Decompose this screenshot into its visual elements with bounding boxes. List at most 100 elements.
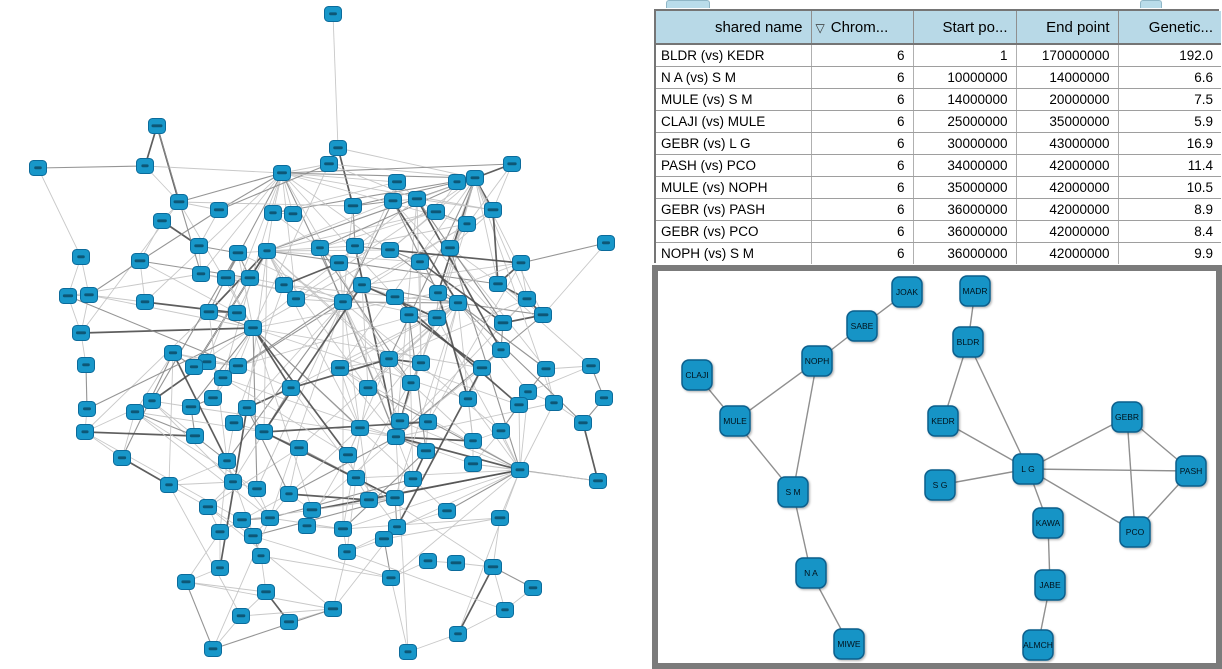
graph-node[interactable] [484, 559, 502, 575]
graph-node[interactable] [429, 285, 447, 301]
graph-node[interactable] [255, 424, 273, 440]
graph-node[interactable] [232, 608, 250, 624]
graph-node[interactable] [186, 428, 204, 444]
table-cell[interactable]: 20000000 [1016, 88, 1119, 111]
graph-node[interactable] [346, 238, 364, 254]
graph-node[interactable] [351, 420, 369, 436]
column-header[interactable]: End point [1016, 11, 1119, 45]
table-row[interactable]: GEBR (vs) PASH 6 36000000 42000000 8.9 [656, 198, 1221, 221]
graph-node[interactable] [136, 294, 154, 310]
table-cell[interactable]: 14000000 [913, 88, 1017, 111]
graph-node[interactable] [448, 174, 466, 190]
column-header[interactable]: Genetic... [1118, 11, 1221, 45]
table-cell[interactable]: 16.9 [1118, 132, 1221, 155]
table-cell[interactable]: 36000000 [913, 242, 1017, 264]
graph-node[interactable] [419, 553, 437, 569]
table-cell[interactable]: 6 [811, 176, 914, 199]
table-cell[interactable]: 11.4 [1118, 154, 1221, 177]
table-cell[interactable]: PASH (vs) PCO [656, 154, 812, 177]
graph-node[interactable] [489, 276, 507, 292]
filter-icon[interactable]: ▽ [815, 20, 825, 35]
graph-node[interactable] [386, 289, 404, 305]
graph-node[interactable] [545, 395, 563, 411]
graph-node[interactable] [59, 288, 77, 304]
graph-node-pco[interactable]: PCO [1119, 516, 1151, 548]
graph-node[interactable] [491, 510, 509, 526]
graph-node[interactable] [244, 320, 262, 336]
graph-node[interactable] [282, 380, 300, 396]
column-header[interactable]: shared name [656, 11, 812, 45]
graph-node[interactable] [311, 240, 329, 256]
table-row[interactable]: GEBR (vs) L G 6 30000000 43000000 16.9 [656, 132, 1221, 155]
table-cell[interactable]: N A (vs) S M [656, 66, 812, 89]
graph-node[interactable] [597, 235, 615, 251]
graph-node[interactable] [518, 291, 536, 307]
table-cell[interactable]: 25000000 [913, 110, 1017, 133]
table-cell[interactable]: 35000000 [1016, 110, 1119, 133]
graph-node[interactable] [353, 277, 371, 293]
graph-node[interactable] [417, 443, 435, 459]
graph-node[interactable] [136, 158, 154, 174]
graph-node[interactable] [80, 287, 98, 303]
graph-node[interactable] [200, 304, 218, 320]
graph-node[interactable] [359, 380, 377, 396]
graph-node[interactable] [233, 512, 251, 528]
table-cell[interactable]: 192.0 [1118, 44, 1221, 67]
graph-node[interactable] [388, 519, 406, 535]
table-cell[interactable]: 8.4 [1118, 220, 1221, 243]
graph-node[interactable] [77, 357, 95, 373]
graph-node[interactable] [334, 521, 352, 537]
graph-node[interactable] [574, 415, 592, 431]
graph-node[interactable] [280, 614, 298, 630]
subnetwork-canvas[interactable]: JOAK SABE NOPH CLAJI MULE S M N A MIWE MADR BLDR K… [658, 271, 1216, 663]
table-cell[interactable]: 42000000 [1016, 198, 1119, 221]
graph-node-madr[interactable]: MADR [959, 275, 991, 307]
graph-node[interactable] [248, 481, 266, 497]
graph-node-mule[interactable]: MULE [719, 405, 751, 437]
graph-node[interactable] [214, 370, 232, 386]
graph-node[interactable] [217, 270, 235, 286]
graph-node[interactable] [72, 325, 90, 341]
graph-node[interactable] [204, 390, 222, 406]
graph-node[interactable] [511, 462, 529, 478]
graph-node[interactable] [404, 471, 422, 487]
table-cell[interactable]: 14000000 [1016, 66, 1119, 89]
table-row[interactable]: GEBR (vs) PCO 6 36000000 42000000 8.4 [656, 220, 1221, 243]
table-row[interactable]: PASH (vs) PCO 6 34000000 42000000 11.4 [656, 154, 1221, 177]
graph-node[interactable] [595, 390, 613, 406]
table-cell[interactable]: 42000000 [1016, 176, 1119, 199]
graph-node[interactable] [458, 216, 476, 232]
table-cell[interactable]: 35000000 [913, 176, 1017, 199]
graph-node[interactable] [492, 342, 510, 358]
graph-node[interactable] [153, 213, 171, 229]
table-row[interactable]: MULE (vs) S M 6 14000000 20000000 7.5 [656, 88, 1221, 111]
graph-node[interactable] [537, 361, 555, 377]
graph-node-bldr[interactable]: BLDR [952, 326, 984, 358]
table-cell[interactable]: NOPH (vs) S M [656, 242, 812, 264]
graph-node[interactable] [589, 473, 607, 489]
graph-node[interactable] [375, 531, 393, 547]
graph-node[interactable] [218, 453, 236, 469]
graph-node[interactable] [534, 307, 552, 323]
table-cell[interactable]: 6 [811, 44, 914, 67]
graph-node[interactable] [258, 243, 276, 259]
graph-node[interactable] [275, 277, 293, 293]
graph-node[interactable] [238, 400, 256, 416]
graph-node[interactable] [284, 206, 302, 222]
graph-node[interactable] [211, 560, 229, 576]
table-cell[interactable]: 6 [811, 154, 914, 177]
graph-node[interactable] [334, 294, 352, 310]
graph-node[interactable] [459, 391, 477, 407]
graph-node[interactable] [273, 165, 291, 181]
table-cell[interactable]: BLDR (vs) KEDR [656, 44, 812, 67]
graph-node[interactable] [143, 393, 161, 409]
node-table-tab[interactable] [666, 0, 710, 8]
graph-node[interactable] [192, 266, 210, 282]
graph-node[interactable] [241, 270, 259, 286]
graph-node[interactable] [387, 429, 405, 445]
graph-node[interactable] [386, 490, 404, 506]
graph-node[interactable] [466, 170, 484, 186]
graph-node[interactable] [473, 360, 491, 376]
graph-node[interactable] [264, 205, 282, 221]
column-header[interactable]: Start po... [913, 11, 1017, 45]
